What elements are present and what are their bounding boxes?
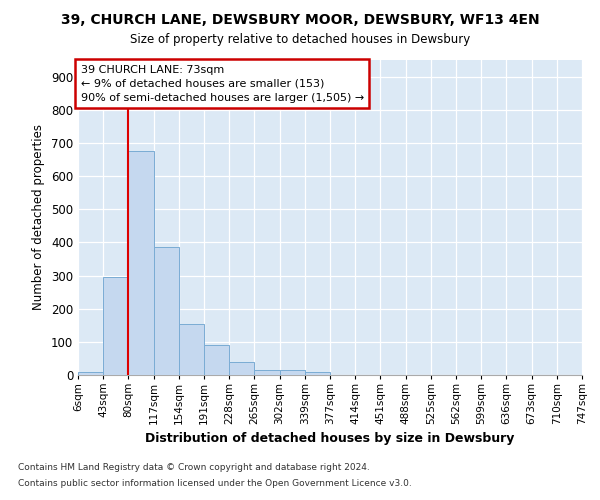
Text: Contains HM Land Registry data © Crown copyright and database right 2024.: Contains HM Land Registry data © Crown c… [18, 464, 370, 472]
Text: Size of property relative to detached houses in Dewsbury: Size of property relative to detached ho… [130, 32, 470, 46]
Y-axis label: Number of detached properties: Number of detached properties [32, 124, 46, 310]
Text: 39 CHURCH LANE: 73sqm
← 9% of detached houses are smaller (153)
90% of semi-deta: 39 CHURCH LANE: 73sqm ← 9% of detached h… [80, 64, 364, 102]
Bar [305, 372, 330, 375]
X-axis label: Distribution of detached houses by size in Dewsbury: Distribution of detached houses by size … [145, 432, 515, 446]
Bar [154, 248, 179, 375]
Bar [204, 345, 229, 375]
Bar [128, 151, 154, 375]
Bar [254, 370, 280, 375]
Bar [179, 324, 204, 375]
Bar [229, 362, 254, 375]
Text: Contains public sector information licensed under the Open Government Licence v3: Contains public sector information licen… [18, 478, 412, 488]
Bar [103, 277, 128, 375]
Bar [280, 370, 305, 375]
Text: 39, CHURCH LANE, DEWSBURY MOOR, DEWSBURY, WF13 4EN: 39, CHURCH LANE, DEWSBURY MOOR, DEWSBURY… [61, 12, 539, 26]
Bar [78, 372, 103, 375]
